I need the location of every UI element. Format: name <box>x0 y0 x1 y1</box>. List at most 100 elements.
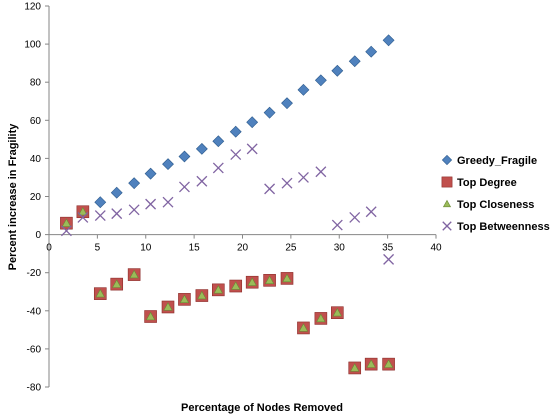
point-greedy-fragile <box>110 186 123 199</box>
point-greedy-fragile <box>348 55 361 68</box>
y-tick-label: 40 <box>30 154 42 165</box>
point-top-betweenness <box>281 177 293 189</box>
point-top-betweenness <box>111 208 123 220</box>
series-top-degree <box>60 205 395 375</box>
point-top-closeness <box>179 294 190 304</box>
point-top-closeness <box>231 281 241 290</box>
legend-marker-top-degree <box>441 176 453 188</box>
x-tick-label: 0 <box>46 243 52 254</box>
legend-item-top-closeness: Top Closeness <box>442 199 534 211</box>
legend-item-top-betweenness: Top Betweenness <box>442 221 550 233</box>
legend-label-top-degree: Top Degree <box>457 177 517 189</box>
point-top-betweenness <box>365 206 377 218</box>
point-greedy-fragile <box>365 45 378 58</box>
point-top-betweenness <box>145 198 157 210</box>
point-top-closeness <box>197 290 207 300</box>
point-greedy-fragile <box>212 135 225 148</box>
point-top-betweenness <box>60 225 72 237</box>
point-top-betweenness <box>264 183 276 195</box>
point-greedy-fragile <box>128 177 141 190</box>
point-top-betweenness <box>77 211 89 223</box>
point-top-betweenness <box>196 175 208 187</box>
legend-item-greedy-fragile: Greedy_Fragile <box>441 154 537 167</box>
point-greedy-fragile <box>162 158 174 171</box>
y-tick-label: 0 <box>35 230 41 241</box>
point-greedy-fragile <box>195 142 208 155</box>
x-tick-label: 10 <box>140 243 152 254</box>
point-top-betweenness <box>128 204 140 216</box>
x-tick-label: 40 <box>430 243 442 254</box>
point-greedy-fragile <box>297 83 310 96</box>
point-top-closeness <box>247 277 257 286</box>
y-tick-label: -20 <box>27 268 42 279</box>
point-greedy-fragile <box>178 150 191 163</box>
y-tick-label: 20 <box>30 192 42 203</box>
point-top-closeness <box>298 323 309 332</box>
point-top-betweenness <box>212 162 224 174</box>
point-greedy-fragile <box>246 116 259 129</box>
point-top-closeness <box>383 359 394 368</box>
x-axis-title: Percentage of Nodes Removed <box>181 402 343 414</box>
legend-label-top-closeness: Top Closeness <box>457 199 534 211</box>
x-tick-label: 30 <box>334 243 346 254</box>
point-top-betweenness <box>297 171 309 183</box>
point-top-closeness <box>112 279 122 288</box>
point-greedy-fragile <box>281 97 293 110</box>
legend-marker-top-betweenness <box>442 221 452 231</box>
point-top-closeness <box>264 275 275 284</box>
y-axis-title: Percent increase in Fragility <box>7 123 19 271</box>
point-top-closeness <box>332 307 343 317</box>
point-greedy-fragile <box>94 196 107 209</box>
legend-marker-greedy-fragile <box>441 154 453 166</box>
point-top-betweenness <box>178 181 190 193</box>
point-top-betweenness <box>94 210 106 222</box>
legend-label-greedy-fragile: Greedy_Fragile <box>457 155 537 167</box>
point-greedy-fragile <box>229 125 242 138</box>
x-tick-label: 25 <box>285 243 297 254</box>
series-greedy-fragile <box>60 34 395 230</box>
series-top-closeness <box>61 206 394 372</box>
y-tick-label: 60 <box>30 116 42 127</box>
legend: Greedy_Fragile Top Degree Top Closeness Top… <box>441 154 550 233</box>
point-top-betweenness <box>246 143 258 155</box>
y-tick-label: -80 <box>27 383 42 394</box>
point-top-closeness <box>95 288 105 298</box>
y-tick-label: -60 <box>27 344 42 355</box>
point-top-closeness <box>61 218 72 227</box>
y-tick-label: -40 <box>27 306 42 317</box>
y-tick-label: 80 <box>30 78 42 89</box>
point-greedy-fragile <box>263 106 276 119</box>
point-top-betweenness <box>230 149 242 161</box>
point-top-closeness <box>282 273 292 283</box>
y-tick-label: 120 <box>24 2 41 13</box>
x-tick-labels: 0 5 10 15 20 25 30 35 40 <box>46 234 442 254</box>
point-greedy-fragile <box>331 64 344 77</box>
point-top-closeness <box>129 269 139 279</box>
y-tick-labels: -80 -60 -40 -20 0 20 40 60 80 100 120 <box>24 2 49 394</box>
x-tick-label: 5 <box>95 243 101 254</box>
data-points <box>60 34 395 375</box>
point-top-closeness <box>350 363 360 372</box>
point-greedy-fragile <box>314 74 327 87</box>
point-top-betweenness <box>331 219 343 231</box>
point-top-closeness <box>145 311 156 321</box>
y-tick-label: 100 <box>24 40 41 51</box>
series-top-betweenness <box>60 143 395 265</box>
x-tick-label: 15 <box>189 243 201 254</box>
point-top-betweenness <box>383 253 395 265</box>
x-tick-label: 35 <box>382 243 394 254</box>
point-top-closeness <box>213 285 224 294</box>
point-greedy-fragile <box>382 34 395 47</box>
point-top-closeness <box>366 359 376 368</box>
legend-marker-top-closeness <box>442 199 452 208</box>
point-top-betweenness <box>162 196 174 208</box>
legend-label-top-betweenness: Top Betweenness <box>457 221 550 233</box>
legend-item-top-degree: Top Degree <box>441 176 517 189</box>
point-greedy-fragile <box>144 167 157 180</box>
point-top-closeness <box>163 302 173 311</box>
point-top-betweenness <box>315 166 327 178</box>
point-top-closeness <box>78 206 88 216</box>
x-tick-label: 20 <box>237 243 249 254</box>
axes <box>48 6 436 387</box>
